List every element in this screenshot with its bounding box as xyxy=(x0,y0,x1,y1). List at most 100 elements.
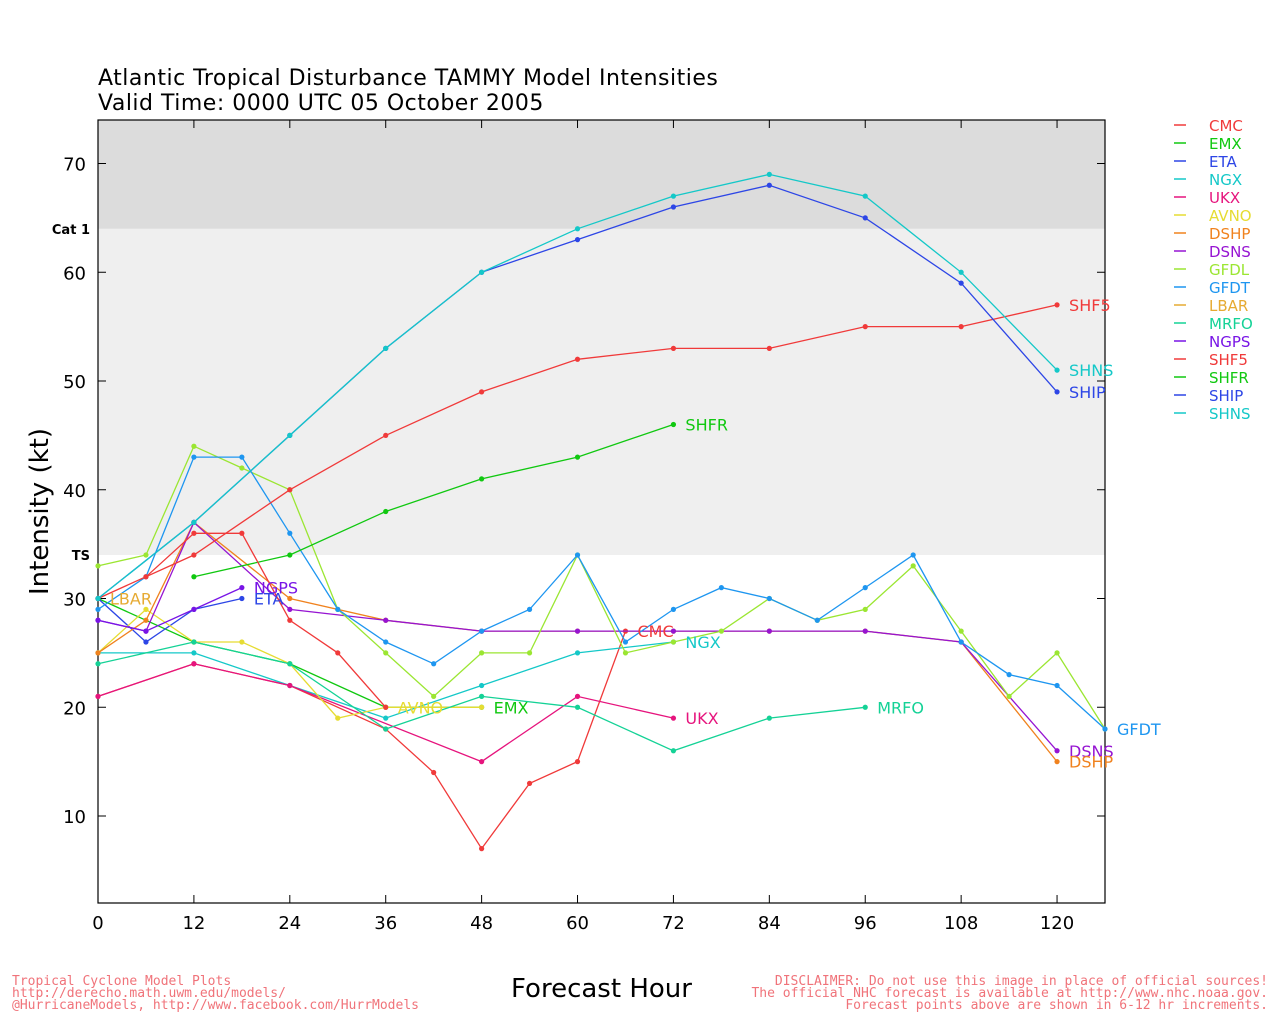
data-point xyxy=(287,661,293,667)
chart-subtitle: Valid Time: 0000 UTC 05 October 2005 xyxy=(98,91,544,116)
data-point xyxy=(287,606,293,612)
data-point xyxy=(287,617,293,623)
series-end-label: SHIP xyxy=(1069,383,1106,402)
series-end-label: EMX xyxy=(494,698,529,717)
plot-frame xyxy=(97,119,1106,904)
data-point xyxy=(143,552,149,558)
legend-label: GFDL xyxy=(1209,261,1250,279)
series-end-label: LBAR xyxy=(110,590,152,609)
data-point xyxy=(526,780,533,786)
series-end-label: SHFR xyxy=(685,416,728,435)
data-point xyxy=(574,704,581,710)
legend-label: GFDT xyxy=(1209,279,1251,297)
intensity-band-1 xyxy=(98,120,1105,229)
data-point xyxy=(335,606,341,612)
chart-title: Atlantic Tropical Disturbance TAMMY Mode… xyxy=(98,66,719,91)
series-end-label: GFDT xyxy=(1117,720,1161,739)
data-point xyxy=(910,563,916,569)
series-line xyxy=(97,608,482,719)
data-point xyxy=(862,215,868,221)
data-point xyxy=(431,769,437,776)
series-extra xyxy=(143,530,389,710)
data-point xyxy=(191,443,197,449)
data-point xyxy=(670,204,677,210)
data-point xyxy=(670,639,677,645)
data-point xyxy=(431,661,437,667)
footer-left-line-1: Tropical Cyclone Model Plots xyxy=(12,974,232,989)
data-point xyxy=(191,661,197,667)
data-point xyxy=(670,715,677,721)
data-point xyxy=(958,269,964,275)
data-point xyxy=(1054,682,1060,689)
data-point xyxy=(143,628,149,634)
data-point xyxy=(191,574,197,580)
data-point xyxy=(383,345,389,351)
data-point xyxy=(239,595,245,602)
series-mrfo xyxy=(95,639,868,754)
data-point xyxy=(958,280,964,286)
data-point xyxy=(479,704,485,710)
data-point xyxy=(766,628,772,634)
data-point xyxy=(191,606,197,612)
x-tick-label: 12 xyxy=(182,913,205,934)
legend-label: NGX xyxy=(1209,171,1242,189)
data-point xyxy=(862,704,868,710)
data-point xyxy=(383,726,389,732)
legend-label: SHIP xyxy=(1209,387,1243,405)
series-line xyxy=(97,587,243,632)
data-point xyxy=(1006,672,1012,678)
data-point xyxy=(191,454,197,460)
data-point xyxy=(239,530,245,536)
data-point xyxy=(766,345,772,351)
data-point xyxy=(574,628,581,634)
data-point xyxy=(479,628,485,634)
data-point xyxy=(766,595,772,602)
data-point xyxy=(1054,302,1060,308)
data-point xyxy=(143,639,149,645)
x-axis-label: Forecast Hour xyxy=(511,974,692,1004)
footer-left-line-2[interactable]: http://derecho.math.uwm.edu/models/ xyxy=(12,986,286,1001)
series-end-label: NGX xyxy=(685,633,720,652)
data-point xyxy=(479,476,485,482)
data-point xyxy=(239,639,245,645)
data-point xyxy=(191,519,197,525)
x-tick-label: 120 xyxy=(1040,913,1074,934)
data-point xyxy=(958,628,964,634)
data-point xyxy=(287,595,293,602)
legend-label: AVNO xyxy=(1209,207,1252,225)
data-point xyxy=(479,759,485,765)
legend-label: SHNS xyxy=(1209,405,1251,423)
series-line xyxy=(145,532,387,708)
y-tick-label: 20 xyxy=(63,698,86,719)
y-tick-label: 10 xyxy=(63,807,86,828)
footer-left-line-3[interactable]: @HurricaneModels, http://www.facebook.co… xyxy=(12,998,419,1013)
data-point xyxy=(862,585,868,591)
data-point xyxy=(766,171,772,177)
data-point xyxy=(718,628,724,634)
data-point xyxy=(95,693,101,699)
legend-label: CMC xyxy=(1209,117,1243,135)
data-point xyxy=(766,182,772,188)
data-point xyxy=(479,650,485,656)
legend-label: LBAR xyxy=(1209,297,1248,315)
legend-label: ETA xyxy=(1209,153,1237,171)
data-point xyxy=(526,650,533,656)
data-point xyxy=(670,193,677,199)
data-point xyxy=(479,389,485,395)
x-tick-label: 72 xyxy=(662,913,685,934)
data-point xyxy=(574,693,581,699)
footer-credits: Tropical Cyclone Model Plots http://dere… xyxy=(12,974,419,1013)
data-point xyxy=(95,661,101,667)
footer-right-line-3: Forecast points above are shown in 6-12 … xyxy=(845,998,1268,1013)
data-point xyxy=(862,628,868,634)
series-ukx xyxy=(95,661,677,765)
data-point xyxy=(143,606,149,612)
series-ngps xyxy=(95,585,245,634)
data-point xyxy=(910,552,916,558)
data-point xyxy=(95,595,101,602)
series-line xyxy=(193,423,674,578)
band-label-0: TS xyxy=(72,549,90,564)
data-point xyxy=(95,606,101,612)
series-end-label: AVNO xyxy=(398,698,443,717)
